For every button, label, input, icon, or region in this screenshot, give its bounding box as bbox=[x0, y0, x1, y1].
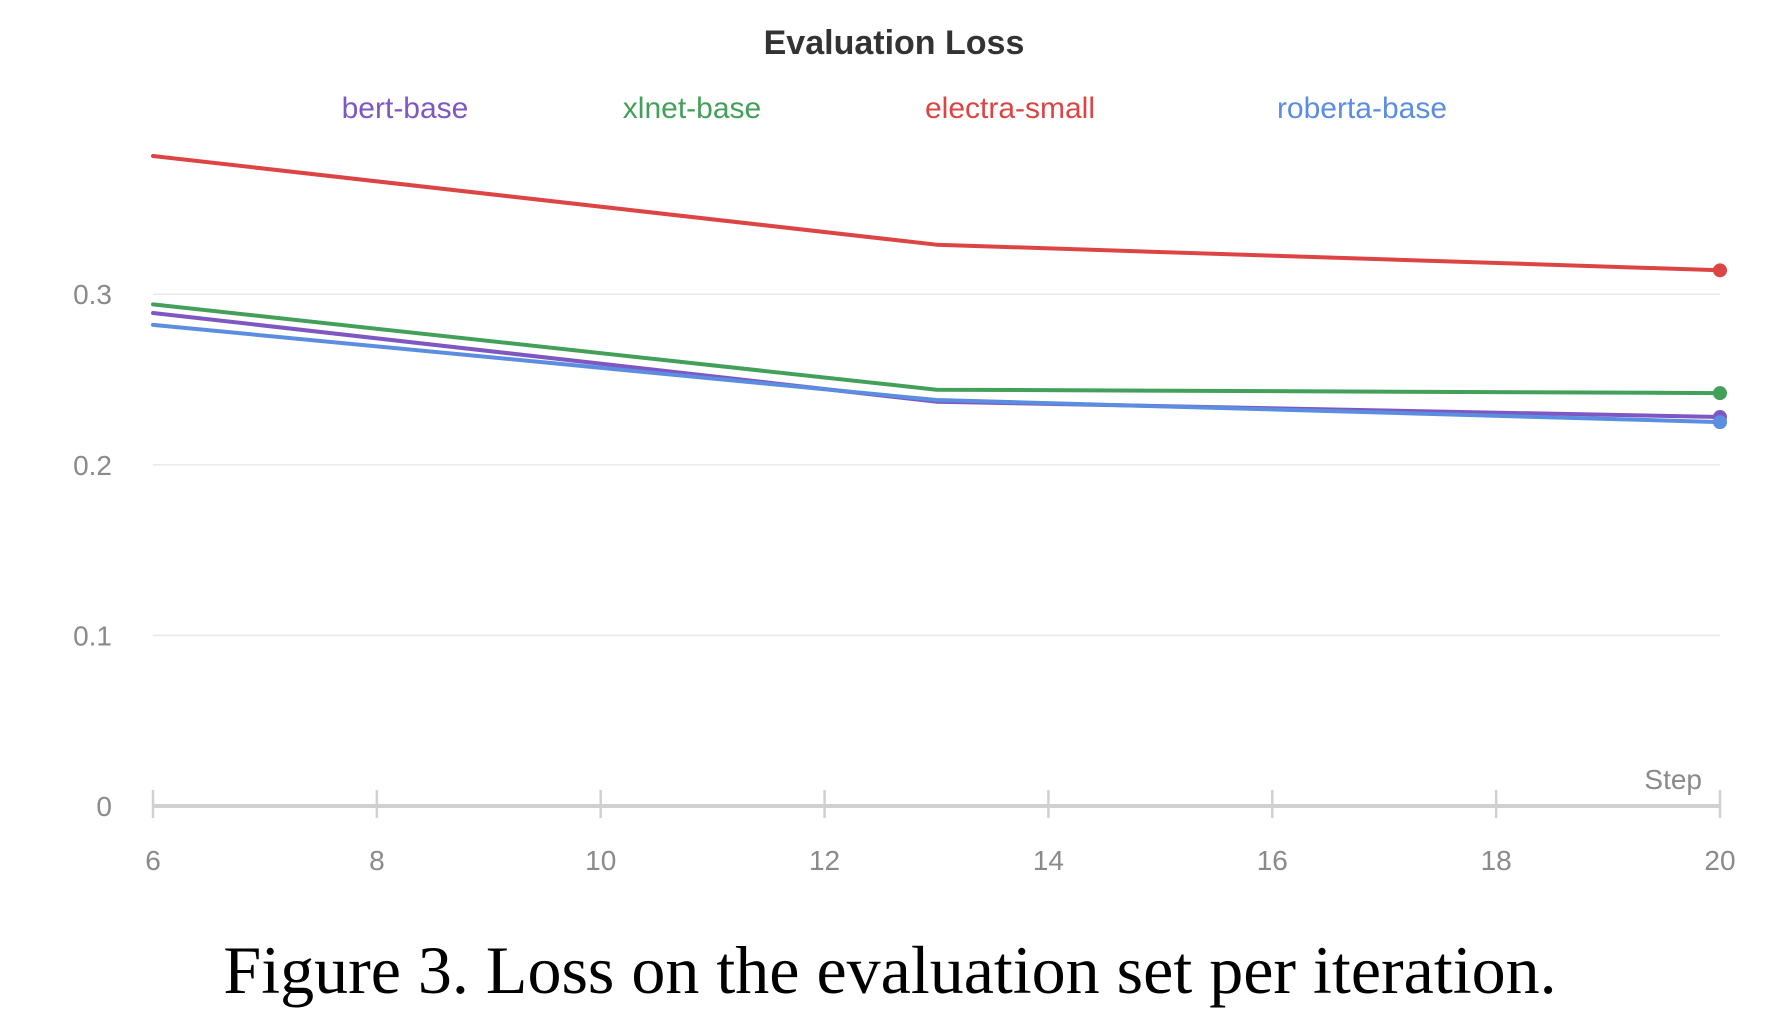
series-line-xlnet-base bbox=[151, 302, 1722, 396]
x-tick-label: 8 bbox=[369, 845, 385, 876]
end-point-roberta-base bbox=[1713, 415, 1727, 430]
end-point-xlnet-base bbox=[1713, 386, 1727, 401]
evaluation-loss-chart: Evaluation Loss bert-base xlnet-base elect… bbox=[73, 24, 1736, 876]
y-tick-label: 0.3 bbox=[73, 279, 112, 310]
end-point-electra-small bbox=[1713, 263, 1727, 278]
x-axis-label: Step bbox=[1644, 764, 1702, 795]
series-line-roberta-base bbox=[151, 322, 1722, 425]
series-lines bbox=[151, 154, 1727, 430]
x-tick-label: 20 bbox=[1704, 845, 1735, 876]
y-tick-label: 0 bbox=[96, 791, 112, 822]
x-tick-label: 14 bbox=[1033, 845, 1064, 876]
y-axis: 0 0.1 0.2 0.3 bbox=[73, 279, 112, 822]
x-tick-label: 10 bbox=[585, 845, 616, 876]
x-tick-label: 16 bbox=[1257, 845, 1288, 876]
y-tick-label: 0.1 bbox=[73, 620, 112, 651]
legend-item-electra-small: electra-small bbox=[925, 92, 1095, 125]
x-tick-label: 18 bbox=[1481, 845, 1512, 876]
legend-item-xlnet-base: xlnet-base bbox=[623, 92, 761, 125]
figure-caption: Figure 3. Loss on the evaluation set per… bbox=[223, 932, 1557, 1008]
series-line-electra-small bbox=[151, 154, 1722, 273]
gridlines bbox=[153, 293, 1720, 637]
x-tick-label: 6 bbox=[145, 845, 161, 876]
legend-item-roberta-base: roberta-base bbox=[1277, 92, 1447, 125]
x-axis: 6 8 10 12 14 16 18 20 bbox=[145, 790, 1736, 876]
legend-item-bert-base: bert-base bbox=[342, 92, 469, 125]
y-tick-label: 0.2 bbox=[73, 450, 112, 481]
chart-title: Evaluation Loss bbox=[764, 24, 1025, 62]
x-tick-label: 12 bbox=[809, 845, 840, 876]
chart-legend: bert-base xlnet-base electra-small roberta-… bbox=[342, 92, 1447, 125]
